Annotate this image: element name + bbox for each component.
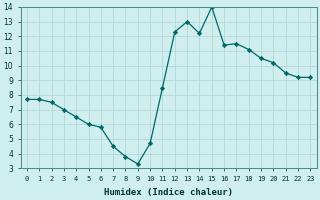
X-axis label: Humidex (Indice chaleur): Humidex (Indice chaleur) (104, 188, 233, 197)
